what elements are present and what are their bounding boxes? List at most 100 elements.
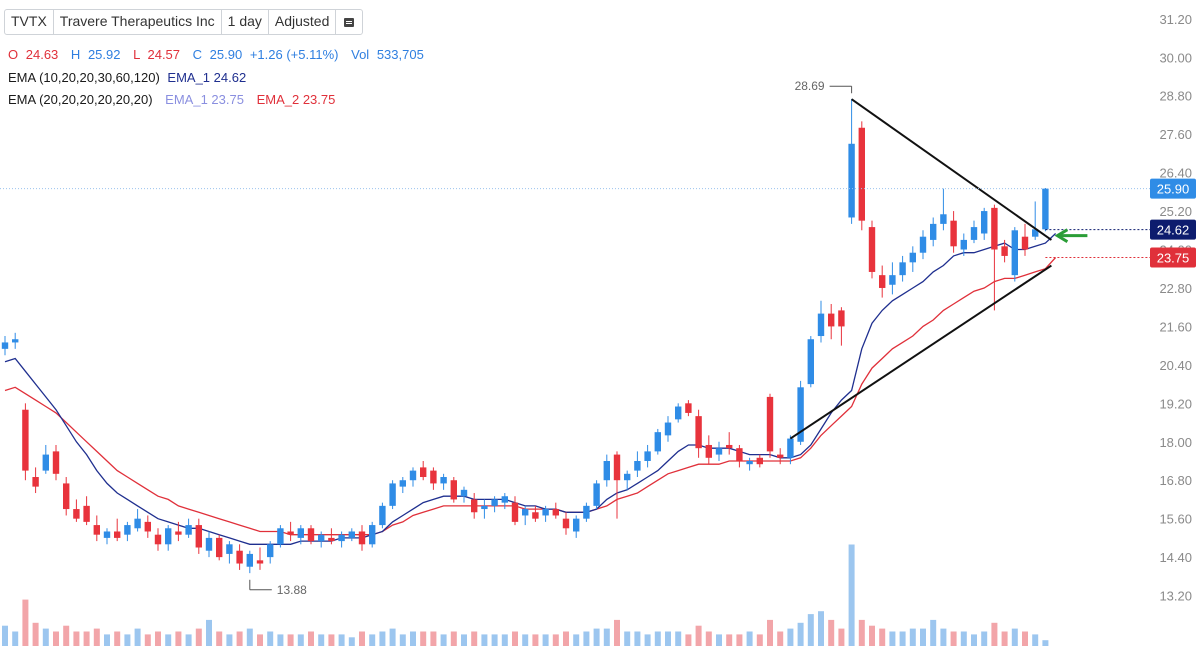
volume-bar (552, 634, 559, 646)
volume-bar (583, 631, 590, 646)
volume-bar (267, 631, 274, 646)
volume-bar (705, 631, 712, 646)
ema-legend-1[interactable]: EMA (10,20,20,30,60,120) EMA_1 24.62 (8, 70, 246, 85)
candle-body (756, 457, 763, 465)
candle-body (185, 525, 192, 535)
candle (919, 230, 927, 260)
volume-bar (53, 631, 59, 646)
candle-body (32, 477, 39, 487)
open-label: O (8, 47, 19, 62)
candle-body (705, 444, 712, 458)
volume-bar (889, 631, 896, 646)
candle-body (379, 505, 386, 526)
candle (134, 509, 141, 532)
volume-bar (287, 634, 294, 646)
candle (685, 400, 692, 417)
candle (766, 393, 774, 458)
candle-body (154, 534, 162, 545)
candle-body (114, 531, 121, 538)
candle-body (328, 537, 335, 542)
volume-bar (920, 628, 926, 646)
volume-bar (614, 619, 620, 646)
volume-bar (644, 634, 651, 646)
candle-body (613, 454, 621, 481)
candle-body (675, 406, 682, 420)
volume-bar (624, 631, 631, 646)
candle (42, 444, 49, 474)
y-tick-label: 18.00 (1159, 435, 1192, 450)
candle-body (22, 409, 29, 471)
candle (593, 480, 600, 510)
volume-bar (756, 634, 763, 646)
candle (338, 531, 345, 548)
interval-button[interactable]: 1 day (222, 10, 269, 34)
y-tick-label: 25.20 (1159, 204, 1192, 219)
volume-bar (828, 619, 835, 646)
adjustment-button[interactable]: Adjusted (269, 10, 337, 34)
candle-body (1011, 230, 1018, 276)
candle (175, 521, 182, 542)
candle (195, 518, 202, 554)
volume-bar (1001, 631, 1008, 646)
candle-body (165, 528, 172, 545)
volume-bar (318, 634, 325, 646)
candle (73, 499, 80, 522)
candle (430, 467, 437, 490)
candle-body (226, 544, 233, 554)
volume-bar (308, 631, 314, 646)
ema-2-series-2: EMA_2 23.75 (256, 92, 336, 107)
volume-bar (461, 634, 467, 646)
candle-body (409, 470, 417, 481)
candle (705, 435, 712, 465)
candle (583, 502, 590, 522)
candle-body (807, 339, 814, 385)
candle-body (236, 550, 243, 564)
candle (52, 444, 60, 481)
candle-body (889, 275, 896, 285)
candle-body (797, 387, 804, 442)
candle (858, 121, 865, 231)
volume-bar (297, 634, 304, 646)
ema-legend-2[interactable]: EMA (20,20,20,20,20,20) EMA_1 23.75 EMA_… (8, 92, 335, 107)
candle-body (12, 339, 19, 343)
candle-body (195, 525, 202, 548)
candle (726, 432, 733, 455)
candle-body (124, 525, 131, 535)
volume-bar (399, 634, 406, 646)
candle (797, 380, 804, 445)
volume-bar (838, 628, 845, 646)
candle (838, 307, 845, 346)
volume-bar (144, 634, 151, 646)
volume-bar (93, 628, 100, 646)
candle (256, 547, 264, 570)
candle (981, 207, 988, 240)
candle (460, 486, 468, 503)
candle-body (93, 525, 100, 535)
candle (205, 531, 213, 558)
volume-bar (165, 634, 172, 646)
volume-bar (726, 634, 733, 646)
candle-body (593, 483, 600, 506)
candle (828, 303, 835, 340)
y-tick-label: 27.60 (1159, 127, 1192, 142)
candle (787, 435, 794, 465)
candle (83, 496, 90, 526)
candle (348, 528, 355, 542)
y-tick-label: 28.80 (1159, 89, 1192, 104)
menu-icon[interactable] (336, 10, 362, 34)
candle-body (858, 127, 865, 221)
candle (562, 512, 570, 535)
candle-body (389, 483, 396, 506)
candle-body (930, 223, 937, 240)
symbol-header[interactable]: TVTX Travere Therapeutics Inc 1 day Adju… (4, 9, 364, 35)
candle-body (522, 509, 529, 516)
volume-bar (1032, 634, 1039, 646)
symbol[interactable]: TVTX (5, 10, 54, 34)
volume-bar (389, 628, 396, 646)
candle (736, 444, 743, 468)
volume-bar (216, 631, 223, 646)
candle-body (838, 310, 845, 327)
candle (879, 265, 886, 298)
volume-bar (787, 628, 794, 646)
